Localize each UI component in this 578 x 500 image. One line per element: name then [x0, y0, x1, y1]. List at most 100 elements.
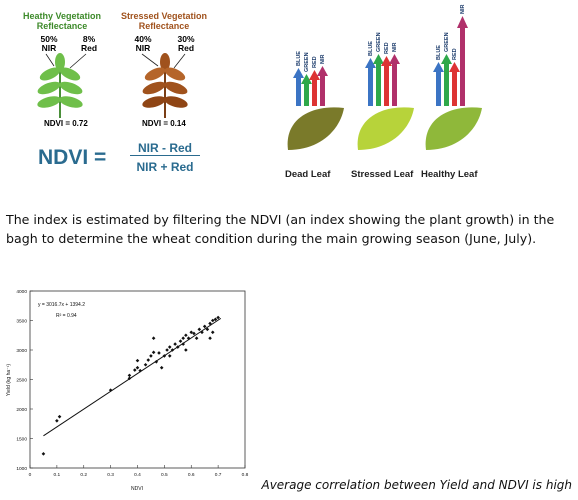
y-tick-label: 2000 [16, 407, 27, 413]
stressed-band-blue: BLUE [368, 41, 374, 56]
ndvi-formula-numerator: NIR - Red [130, 141, 200, 156]
y-tick-label: 3500 [16, 318, 27, 324]
x-tick-label: 0.5 [161, 472, 168, 478]
data-point [135, 358, 140, 363]
data-point [127, 373, 132, 378]
healthy-title-line1: Heathy Vegetation [22, 11, 102, 21]
data-point [181, 342, 185, 346]
chart-equation: y = 3016.7x + 1394.2 [38, 302, 85, 308]
x-tick-label: 0.2 [80, 472, 87, 478]
data-point [146, 358, 151, 362]
stressed-leaf-label: Stressed Leaf [351, 169, 414, 180]
healthy-leaf-icon [37, 53, 83, 118]
x-tick-label: 0.7 [215, 472, 222, 478]
trendline [43, 317, 222, 437]
data-point [213, 317, 218, 322]
healthy-nir-text: NIR [41, 43, 57, 53]
dead-leaf-icon [287, 107, 344, 150]
stressed-nir-label: 40% NIR [128, 35, 158, 53]
stressed-leaf-arrows [365, 54, 400, 106]
plot-frame [29, 290, 246, 469]
x-tick-label: 0.1 [54, 472, 61, 478]
y-tick-label: 2500 [16, 377, 27, 383]
y-tick-label: 1000 [16, 466, 27, 472]
data-point [184, 348, 188, 352]
y-tick-label: 3000 [16, 348, 27, 354]
data-point [55, 419, 59, 423]
leaf-reflectance-illustration [37, 53, 188, 118]
stressed-band-nir: NIR [392, 43, 398, 53]
data-point [202, 324, 207, 329]
healthy-band-nir: NIR [460, 5, 466, 15]
healthy-ndvi-value: NDVI = 0.72 [44, 119, 88, 128]
dead-leaf-arrows [293, 66, 328, 106]
data-point [151, 350, 156, 355]
data-point [210, 318, 215, 323]
data-point [170, 348, 175, 352]
healthy-red-pct: 8% [82, 34, 96, 44]
chart-caption: Average correlation between Yield and ND… [261, 478, 572, 492]
healthy-band-red: RED [452, 48, 458, 60]
healthy-red-text: Red [80, 43, 98, 53]
data-point [165, 348, 169, 352]
dead-leaf-label: Dead Leaf [285, 169, 331, 180]
ndvi-formula-denominator: NIR + Red [136, 160, 194, 174]
healthy-band-blue: BLUE [436, 45, 442, 60]
x-tick-label: 0.6 [188, 472, 195, 478]
ndvi-formula-lhs: NDVI = [38, 146, 107, 169]
data-point [143, 362, 148, 367]
stressed-title-line1: Stressed Vegetation [120, 11, 208, 21]
data-point [133, 368, 137, 372]
spectral-band-illustration: BLUE GREEN RED NIR BLUE GREEN RED NIR BL… [287, 5, 482, 150]
data-point [167, 354, 172, 358]
dead-band-blue: BLUE [296, 51, 302, 66]
data-point [197, 327, 202, 332]
stressed-red-label: 30% Red [171, 35, 201, 53]
y-axis-label: Yield (kg ha⁻¹) [6, 364, 12, 397]
data-point [57, 414, 62, 419]
data-point [41, 452, 46, 456]
healthy-band-green: GREEN [444, 32, 450, 52]
healthy-leaf-image [425, 107, 482, 150]
stressed-band-green: GREEN [376, 32, 382, 52]
healthy-red-label: 8% Red [74, 35, 104, 53]
y-tick-label: 1500 [16, 436, 27, 442]
dead-band-green: GREEN [304, 52, 310, 72]
body-paragraph: The index is estimated by filtering the … [6, 212, 555, 246]
healthy-title-line2: Reflectance [36, 21, 88, 31]
x-tick-label: 0.3 [107, 472, 114, 478]
dead-band-red: RED [312, 56, 318, 68]
x-tick-label: 0.4 [134, 472, 141, 478]
stressed-title: Stressed Vegetation Reflectance [116, 11, 212, 31]
yield-ndvi-scatter-chart: 1000 1500 2000 2500 3000 3500 4000 0 0.1 0.2 0.3 0… [6, 289, 249, 492]
stressed-leaf-icon [142, 53, 188, 118]
healthy-leaf-label: Healthy Leaf [421, 169, 478, 180]
data-point [205, 327, 210, 332]
stressed-leaf-image [357, 107, 414, 150]
stressed-title-line2: Reflectance [138, 21, 190, 31]
healthy-leaf-arrows [433, 16, 468, 106]
healthy-title: Heathy Vegetation Reflectance [20, 11, 104, 31]
data-point [178, 339, 183, 343]
reflectance-arrows [45, 53, 186, 69]
dead-band-nir: NIR [320, 55, 326, 65]
stressed-nir-pct: 40% [134, 34, 152, 44]
stressed-nir-text: NIR [135, 43, 151, 53]
chart-r-squared: R² = 0.94 [56, 313, 77, 319]
x-axis-label: NDVI [131, 486, 143, 492]
data-point [138, 368, 142, 373]
data-point [149, 354, 153, 358]
stressed-ndvi-value: NDVI = 0.14 [142, 119, 186, 128]
y-tick-label: 4000 [16, 289, 27, 295]
stressed-band-red: RED [384, 42, 390, 54]
stressed-red-text: Red [177, 43, 195, 53]
data-point [162, 354, 167, 358]
x-tick-label: 0.8 [242, 472, 249, 478]
data-point [108, 388, 113, 392]
stressed-red-pct: 30% [177, 34, 195, 44]
data-point [173, 342, 177, 346]
healthy-nir-pct: 50% [40, 34, 58, 44]
x-tick-label: 0 [29, 472, 32, 478]
data-point [184, 333, 188, 338]
healthy-nir-label: 50% NIR [34, 35, 64, 53]
